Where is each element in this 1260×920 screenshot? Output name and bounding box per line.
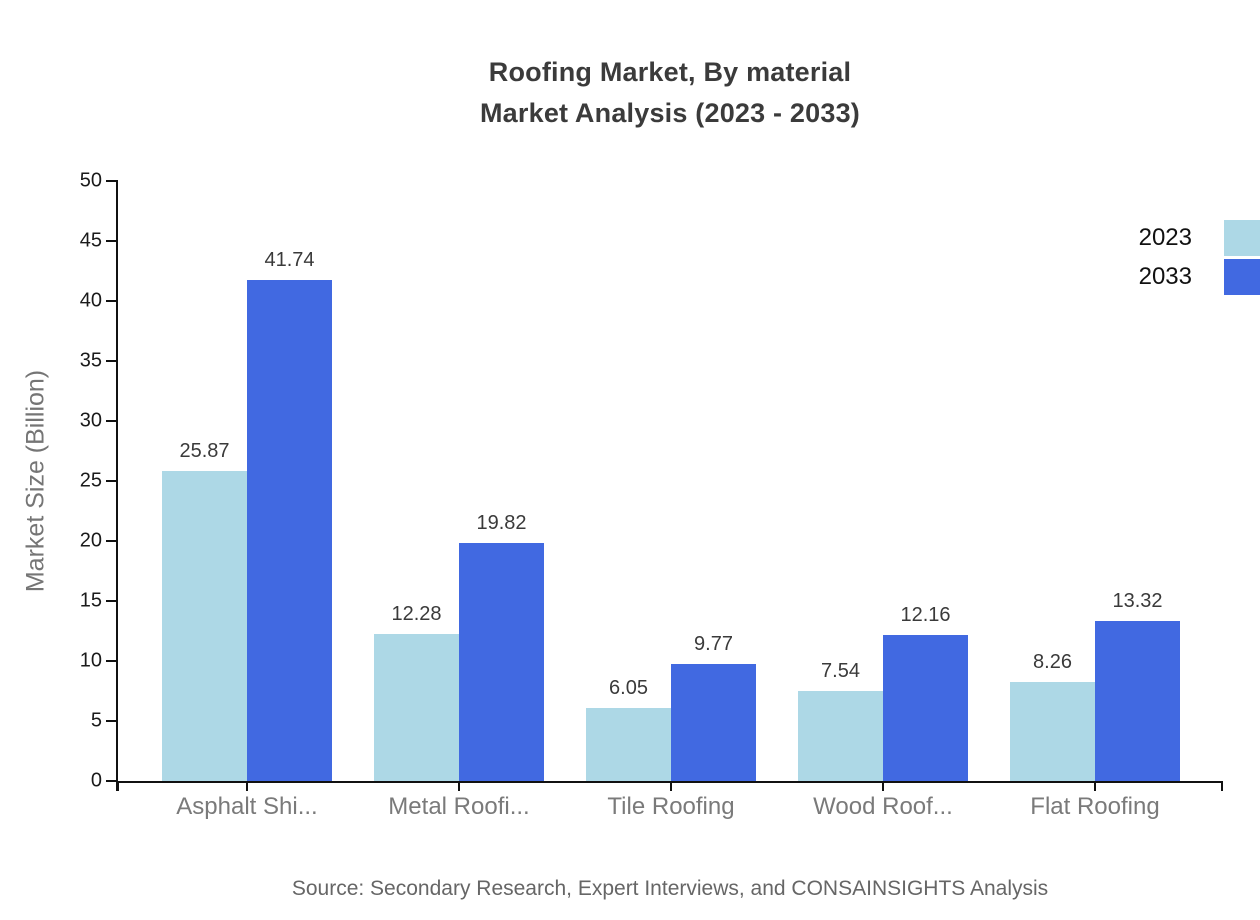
y-axis-tick — [106, 240, 118, 242]
bar-value-label: 7.54 — [821, 659, 860, 682]
y-axis-tick-label: 30 — [79, 409, 102, 432]
bar-value-label: 8.26 — [1033, 650, 1072, 673]
y-axis-title: Market Size (Billion) — [21, 369, 50, 593]
y-axis-tick-label: 25 — [79, 469, 102, 492]
y-axis-tick-label: 50 — [79, 169, 102, 192]
y-axis-tick — [106, 360, 118, 362]
category-label: Asphalt Shi... — [176, 793, 318, 820]
chart-title: Roofing Market, By material Market Analy… — [118, 52, 1222, 134]
chart-title-line1: Roofing Market, By material — [488, 57, 852, 87]
x-axis-end-tick — [1221, 781, 1223, 791]
bar-2033 — [671, 663, 756, 781]
x-axis-tick — [246, 781, 248, 791]
x-axis-tick — [1094, 781, 1096, 791]
y-axis-tick — [106, 420, 118, 422]
legend-label-2033: 2033 — [1138, 263, 1192, 290]
y-axis-tick-label: 35 — [79, 349, 102, 372]
category-label: Tile Roofing — [607, 793, 735, 820]
y-axis-tick — [106, 480, 118, 482]
bar-2023 — [1010, 681, 1095, 781]
category-label: Metal Roofi... — [388, 793, 530, 820]
bar-2023 — [798, 690, 883, 781]
category-label: Flat Roofing — [1030, 793, 1160, 820]
legend-swatch-2023 — [1224, 220, 1260, 256]
bar-2023 — [586, 708, 671, 781]
x-axis-line — [116, 781, 1222, 783]
bar-value-label: 12.16 — [900, 604, 951, 627]
bar-2023 — [162, 470, 247, 781]
x-axis-tick — [670, 781, 672, 791]
y-axis-tick — [106, 660, 118, 662]
legend-label-2023: 2023 — [1138, 224, 1192, 251]
category-label: Wood Roof... — [813, 793, 953, 820]
y-axis-tick — [106, 780, 118, 782]
bar-value-label: 41.74 — [264, 249, 315, 272]
y-axis-tick — [106, 300, 118, 302]
y-axis-tick — [106, 600, 118, 602]
bar-2023 — [374, 633, 459, 781]
bar-value-label: 12.28 — [391, 602, 442, 625]
y-axis-tick-label: 10 — [79, 649, 102, 672]
y-axis-tick-label: 0 — [90, 769, 102, 792]
source-note: Source: Secondary Research, Expert Inter… — [291, 877, 1049, 900]
bar-value-label: 9.77 — [694, 632, 733, 655]
x-axis-end-tick — [117, 781, 119, 791]
y-axis-line — [116, 181, 118, 791]
y-axis-tick — [106, 180, 118, 182]
y-axis-tick-label: 5 — [90, 709, 102, 732]
legend: 2023 2033 — [1139, 220, 1260, 298]
bar-2033 — [459, 543, 544, 781]
x-axis-tick — [458, 781, 460, 791]
y-axis-tick-label: 15 — [79, 589, 102, 612]
chart-title-line2: Market Analysis (2023 - 2033) — [479, 98, 860, 128]
x-axis-tick — [882, 781, 884, 791]
legend-swatch-2033 — [1224, 259, 1260, 295]
y-axis-tick — [106, 540, 118, 542]
bar-value-label: 13.32 — [1112, 590, 1163, 613]
bar-value-label: 19.82 — [476, 512, 527, 535]
plot-area: 0 5 10 15 20 25 30 35 40 45 50 Asphalt Shi... 25.87 4… — [80, 170, 1223, 820]
bar-value-label: 25.87 — [179, 439, 230, 462]
y-axis-tick-label: 20 — [79, 529, 102, 552]
y-axis-tick-label: 45 — [79, 229, 102, 252]
legend-entry-2033: 2033 — [1139, 259, 1260, 295]
bar-2033 — [1095, 621, 1180, 781]
legend-entry-2023: 2023 — [1139, 220, 1260, 256]
y-axis-tick — [106, 720, 118, 722]
y-axis-tick-label: 40 — [79, 289, 102, 312]
bar-2033 — [883, 635, 968, 781]
bar-value-label: 6.05 — [609, 677, 648, 700]
bar-2033 — [247, 280, 332, 781]
